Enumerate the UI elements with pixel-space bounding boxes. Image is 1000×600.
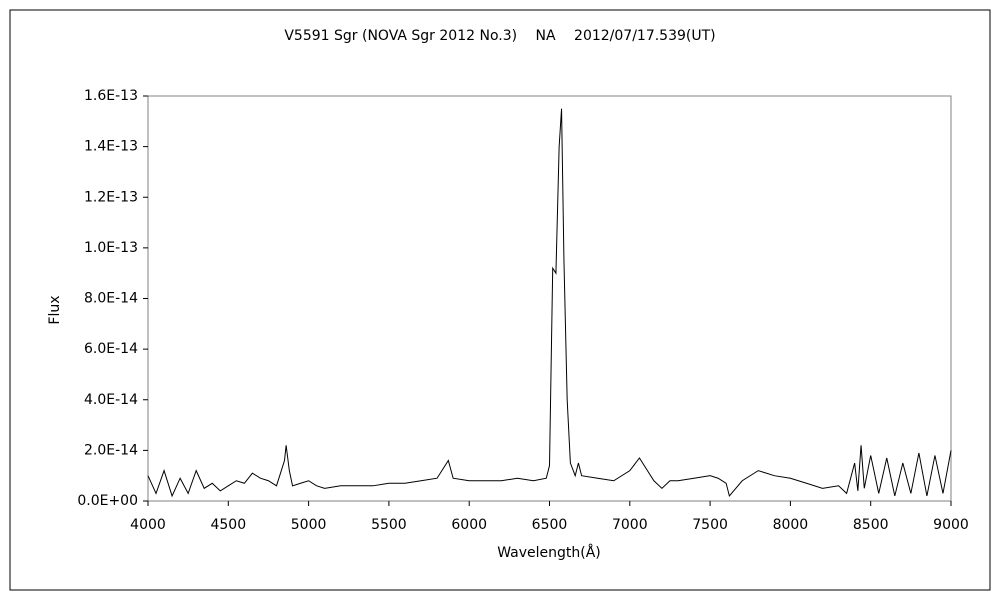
y-tick-label: 6.0E-14: [84, 341, 138, 357]
x-tick-label: 4000: [130, 517, 166, 533]
x-tick-label: 8000: [773, 517, 809, 533]
y-tick-label: 2.0E-14: [84, 442, 138, 458]
x-tick-label: 8500: [853, 517, 889, 533]
y-axis-label: Flux: [47, 295, 63, 324]
x-tick-label: 7000: [612, 517, 648, 533]
y-tick-label: 1.4E-13: [84, 139, 138, 155]
spectrum-line: [147, 108, 952, 498]
x-tick-label: 9000: [933, 517, 969, 533]
y-tick-label: 4.0E-14: [84, 392, 138, 408]
y-tick-label: 1.6E-13: [84, 88, 138, 104]
x-tick-label: 5500: [371, 517, 407, 533]
x-tick-label: 6500: [532, 517, 568, 533]
x-tick-label: 6000: [451, 517, 487, 533]
y-tick-label: 0.0E+00: [77, 493, 138, 509]
x-tick-label: 7500: [692, 517, 728, 533]
y-tick-label: 8.0E-14: [84, 291, 138, 307]
x-tick-label: 5000: [291, 517, 327, 533]
x-axis-label: Wavelength(Å): [497, 544, 601, 561]
y-tick-label: 1.0E-13: [84, 240, 138, 256]
x-tick-label: 4500: [210, 517, 246, 533]
chart-title: V5591 Sgr (NOVA Sgr 2012 No.3) NA 2012/0…: [284, 28, 715, 44]
chart-border: [9, 9, 991, 591]
y-tick-label: 1.2E-13: [84, 189, 138, 205]
